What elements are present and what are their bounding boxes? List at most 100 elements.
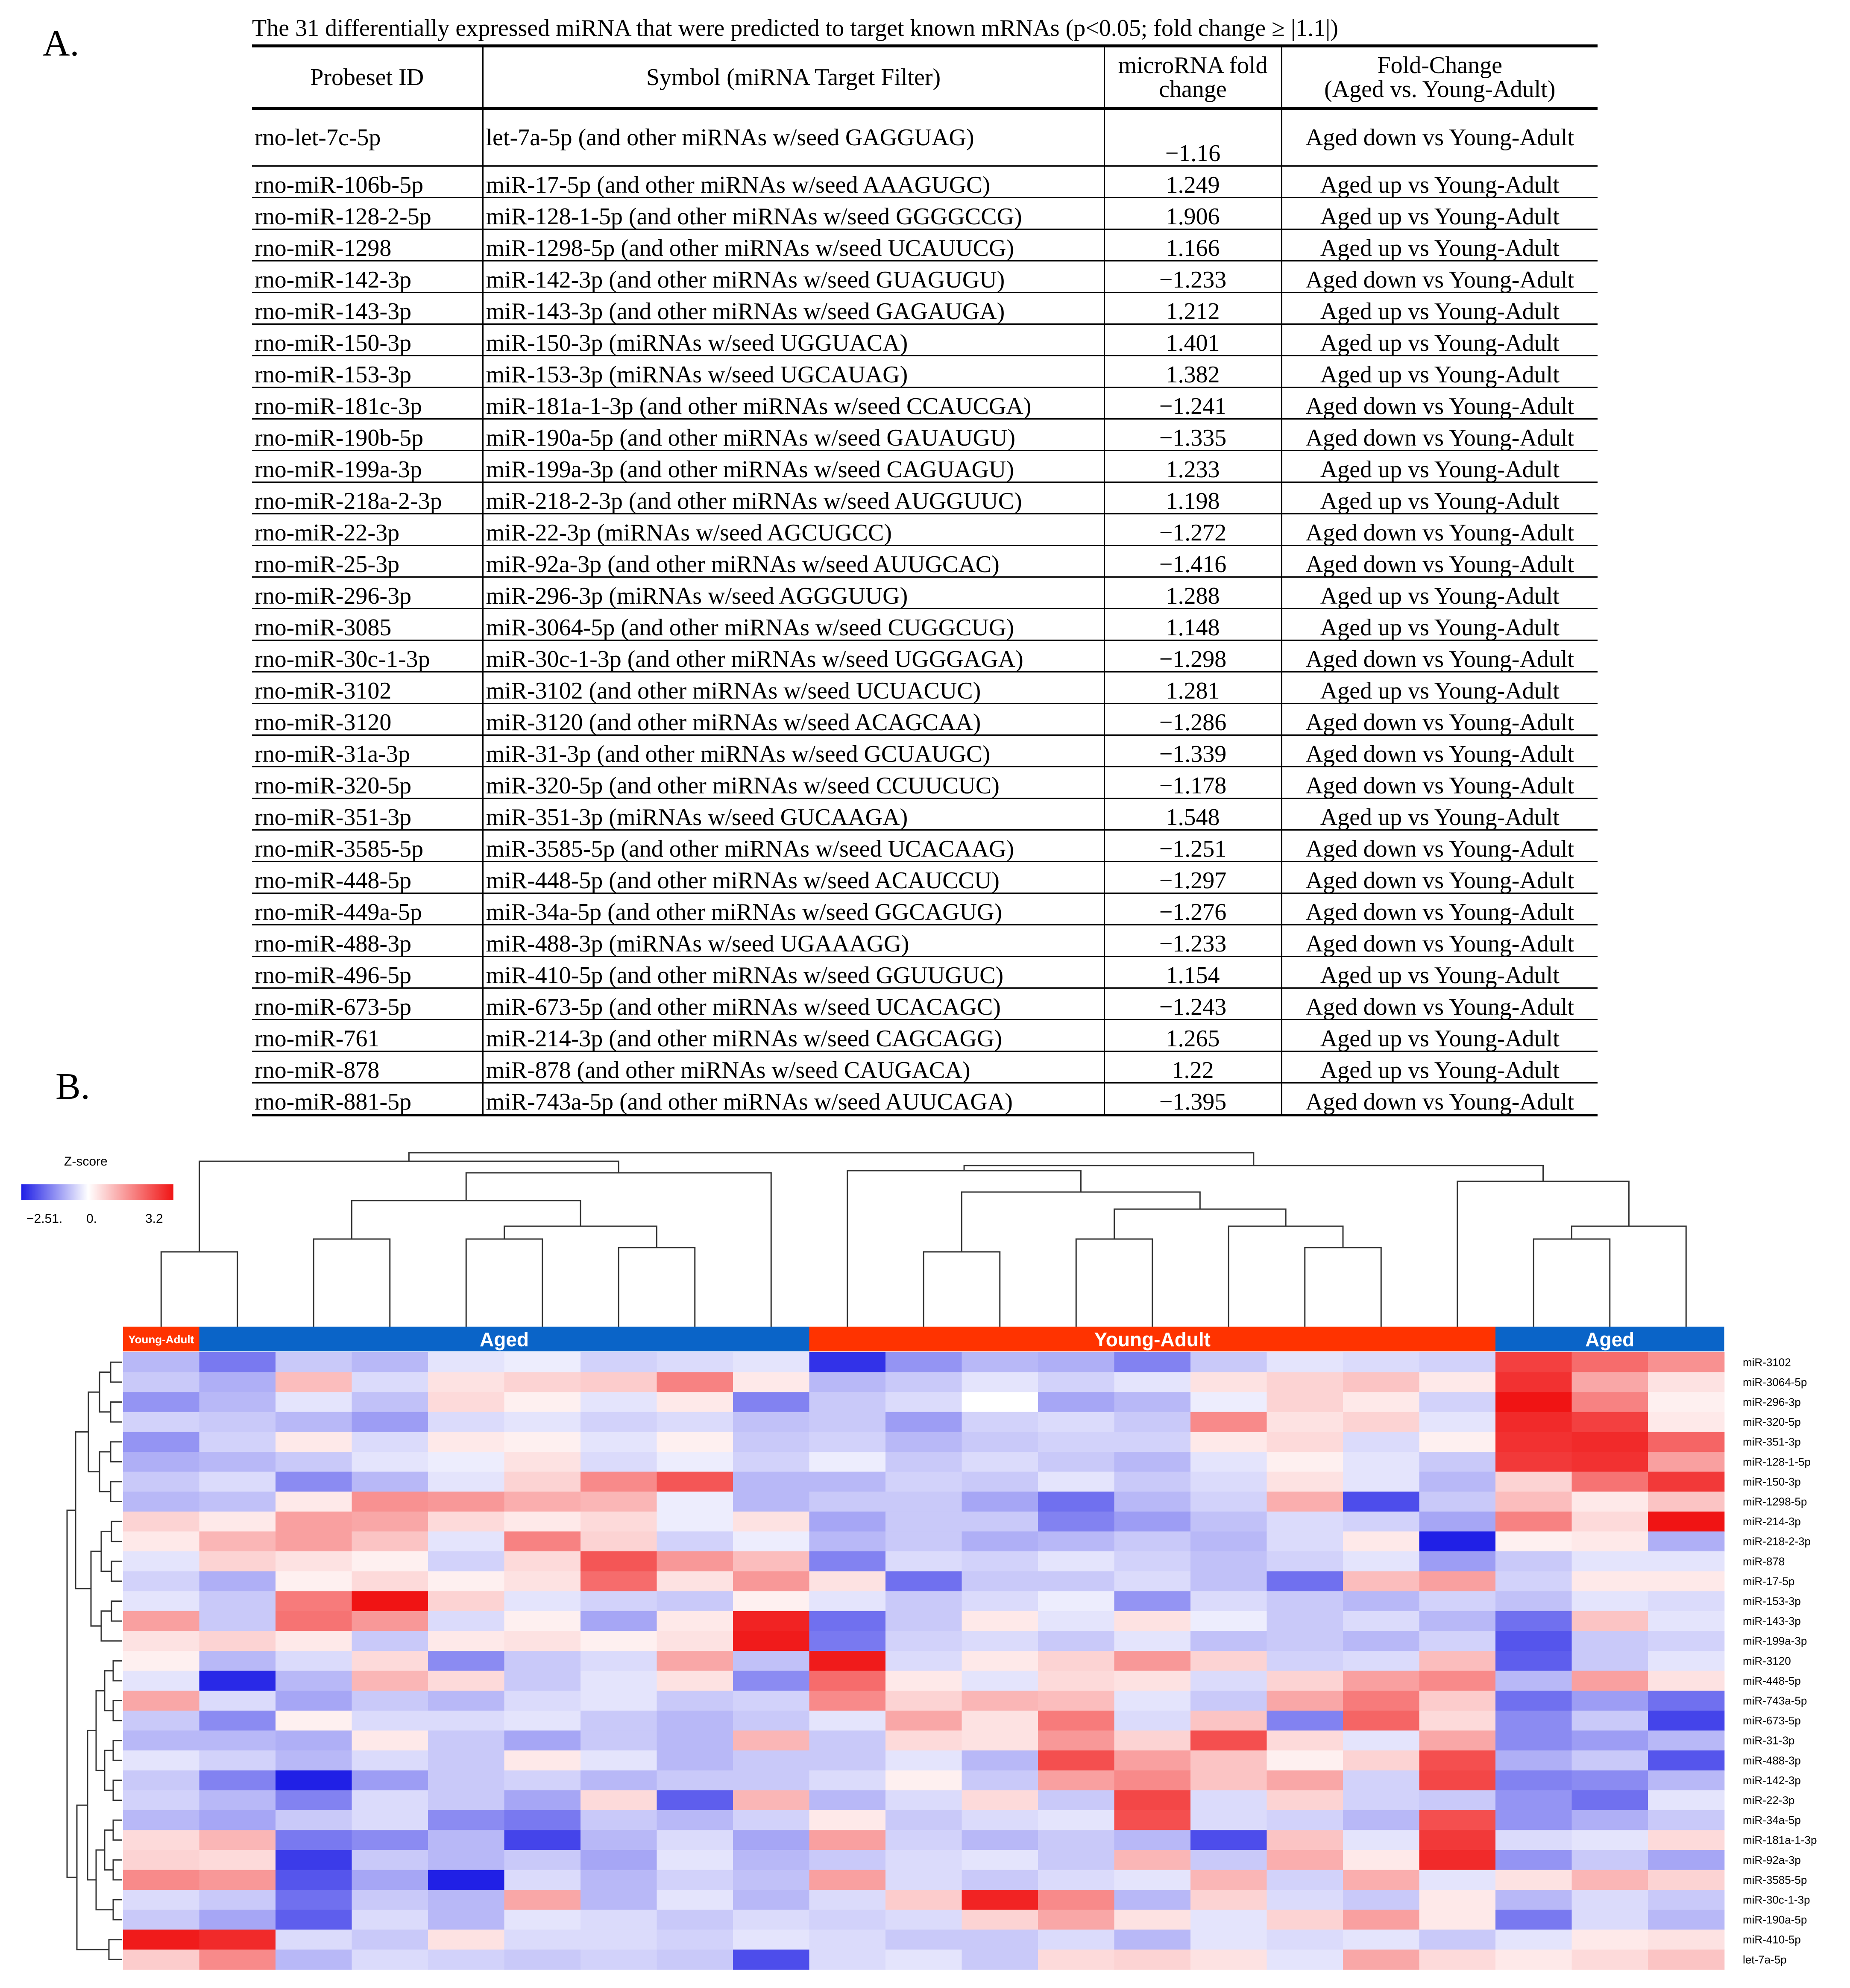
heatmap-cell [504, 1551, 581, 1572]
cell-fold: −1.272 [1104, 514, 1282, 546]
heatmap-cell [962, 1790, 1038, 1811]
cell-probeset: rno-miR-181c-3p [252, 387, 484, 420]
cell-fold: −1.243 [1104, 988, 1282, 1020]
heatmap-cell [1114, 1651, 1191, 1671]
heatmap-cell [1419, 1790, 1496, 1811]
heatmap-cell [276, 1412, 352, 1433]
cell-symbol: miR-143-3p (and other miRNAs w/seed GAGA… [483, 292, 1105, 325]
heatmap-cell [1419, 1452, 1496, 1472]
heatmap-cell [657, 1671, 733, 1691]
heatmap-cell [581, 1909, 657, 1930]
group-band [199, 1327, 809, 1351]
heatmap-row-labels: miR-3102 miR-3064-5p miR-296-3p miR-320-5p m… [1743, 1356, 1817, 1966]
group-label: Aged [1585, 1328, 1634, 1351]
heatmap-cell [581, 1790, 657, 1811]
heatmap-cell [1571, 1531, 1648, 1552]
heatmap-cell [428, 1432, 505, 1452]
panel-a-label: A. [43, 23, 79, 64]
heatmap-cell [1495, 1452, 1572, 1472]
heatmap-cell [962, 1511, 1038, 1532]
heatmap-cell [1419, 1770, 1496, 1791]
heatmap-cell [1190, 1372, 1267, 1392]
heatmap-cell [1267, 1870, 1343, 1890]
row-label: miR-743a-5p [1743, 1694, 1807, 1707]
heatmap-cell [1267, 1392, 1343, 1412]
heatmap-cell [199, 1631, 276, 1651]
heatmap-cell [428, 1492, 505, 1512]
heatmap-cell [1114, 1452, 1191, 1472]
heatmap-cell [962, 1929, 1038, 1950]
row-dendrogram-link [111, 1600, 122, 1622]
heatmap-cell [809, 1770, 886, 1791]
heatmap-cell [581, 1432, 657, 1452]
heatmap-cell [733, 1511, 810, 1532]
cell-probeset: rno-miR-142-3p [252, 261, 484, 293]
heatmap-cell [276, 1571, 352, 1592]
heatmap-cell [657, 1710, 733, 1731]
heatmap-cell [1114, 1929, 1191, 1950]
heatmap-cell [809, 1909, 886, 1930]
heatmap-cell [1419, 1471, 1496, 1492]
heatmap-cell [1495, 1770, 1572, 1791]
heatmap-cell [885, 1710, 962, 1731]
heatmap-cell [1343, 1471, 1420, 1492]
heatmap-cell [504, 1352, 581, 1373]
table-row: rno-miR-142-3p miR-142-3p (and other miRN… [252, 261, 1598, 293]
group-band [123, 1327, 199, 1351]
heatmap-cell [1114, 1770, 1191, 1791]
cell-direction: Aged down vs Young-Adult [1281, 988, 1598, 1020]
heatmap-cell [1190, 1492, 1267, 1512]
heatmap-cell [1419, 1492, 1496, 1512]
heatmap-cell [1495, 1909, 1572, 1930]
cell-direction: Aged up vs Young-Adult [1281, 166, 1598, 198]
heatmap-cell [1571, 1471, 1648, 1492]
column-dendrogram-link [1533, 1238, 1611, 1327]
heatmap-cell [581, 1352, 657, 1373]
cell-probeset: rno-miR-296-3p [252, 577, 484, 609]
heatmap-cell [1267, 1830, 1343, 1850]
heatmap-cell [276, 1950, 352, 1970]
cell-probeset: rno-miR-3120 [252, 703, 484, 736]
heatmap-cell [1114, 1372, 1191, 1392]
heatmap-cell [1419, 1611, 1496, 1632]
heatmap-cell [428, 1631, 505, 1651]
heatmap-cell [809, 1810, 886, 1831]
heatmap-cell [1648, 1691, 1725, 1711]
heatmap-cell [1114, 1750, 1191, 1771]
header-direction: Fold-Change (Aged vs. Young-Adult) [1281, 44, 1598, 110]
heatmap-cell [504, 1790, 581, 1811]
heatmap-cell [504, 1870, 581, 1890]
cell-symbol: miR-34a-5p (and other miRNAs w/seed GGCA… [483, 893, 1105, 925]
heatmap-cell [1571, 1850, 1648, 1871]
heatmap-cell [352, 1531, 428, 1552]
heatmap-cell [733, 1810, 810, 1831]
heatmap-cell [1190, 1850, 1267, 1871]
cell-symbol: miR-153-3p (miRNAs w/seed UGCAUAG) [483, 355, 1105, 388]
cell-fold: −1.335 [1104, 419, 1282, 451]
table-row: rno-miR-761 miR-214-3p (and other miRNAs … [252, 1019, 1598, 1052]
heatmap-cell [428, 1830, 505, 1850]
heatmap-cell [1267, 1412, 1343, 1433]
column-dendrogram-link [160, 1251, 238, 1327]
heatmap-cell [809, 1352, 886, 1373]
heatmap-cell [199, 1770, 276, 1791]
table-row: rno-miR-3102 miR-3102 (and other miRNAs w… [252, 672, 1598, 704]
cell-symbol: miR-351-3p (miRNAs w/seed GUCAAGA) [483, 798, 1105, 831]
heatmap-cell [428, 1452, 505, 1472]
heatmap-cell [657, 1571, 733, 1592]
table-row: rno-miR-1298 miR-1298-5p (and other miRNA… [252, 229, 1598, 261]
heatmap-cell [504, 1810, 581, 1831]
heatmap-cell [1343, 1492, 1420, 1512]
heatmap-cell [1190, 1790, 1267, 1811]
heatmap-cell [1648, 1452, 1725, 1472]
heatmap-cell [962, 1531, 1038, 1552]
heatmap-cell [1038, 1571, 1115, 1592]
cell-symbol: miR-743a-5p (and other miRNAs w/seed AUU… [483, 1083, 1105, 1116]
row-label: miR-410-5p [1743, 1933, 1801, 1946]
heatmap-cell [504, 1571, 581, 1592]
heatmap-cell [1495, 1870, 1572, 1890]
heatmap-cell [809, 1452, 886, 1472]
heatmap-cell [581, 1492, 657, 1512]
cell-fold: −1.16 [1104, 109, 1282, 167]
heatmap-cell [733, 1631, 810, 1651]
